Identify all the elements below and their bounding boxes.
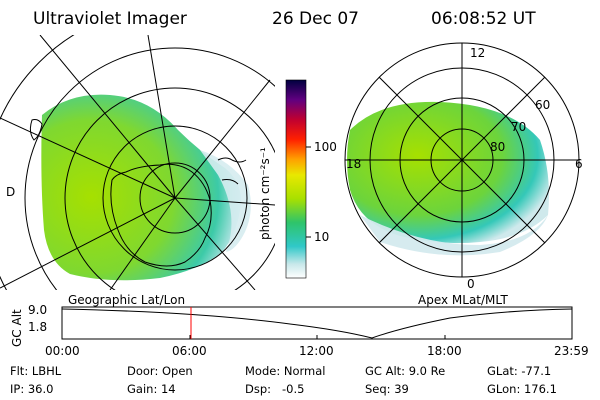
- mlt-label-12: 12: [470, 46, 486, 60]
- left-aurora-fringe: [200, 150, 251, 252]
- mlt-label-18: 18: [346, 157, 362, 171]
- observation-time: 06:08:52 UT: [431, 9, 536, 29]
- altitude-ytick-bottom: 1.8: [28, 320, 48, 334]
- lat-label-80: 80: [490, 140, 506, 154]
- altitude-xtick: 18:00: [427, 344, 462, 358]
- status-seq: Seq: 39: [365, 382, 409, 396]
- right-aurora-image: [347, 101, 549, 244]
- right-map-caption: Apex MLat/MLT: [418, 293, 508, 307]
- status-dsp: Dsp: -0.5: [245, 382, 305, 396]
- altitude-plot: [61, 306, 573, 340]
- status-filter: Flt: LBHL: [10, 364, 62, 378]
- longitude-lines: [0, 35, 275, 290]
- colorbar-tick-10: 10: [314, 230, 330, 244]
- latitude-circles: [0, 35, 275, 290]
- status-mode: Mode: Normal: [245, 364, 326, 378]
- status-ip: IP: 36.0: [10, 382, 54, 396]
- magnetic-map: [344, 42, 580, 278]
- mlt-label-6: 6: [575, 157, 583, 171]
- coastline: [110, 163, 212, 267]
- right-aurora-fringe: [360, 215, 548, 256]
- altitude-xtick: 23:59: [554, 344, 589, 358]
- lat-label-60: 60: [535, 98, 551, 112]
- altitude-xtick: 06:00: [172, 344, 207, 358]
- status-gain: Gain: 14: [127, 382, 176, 396]
- left-map-caption: Geographic Lat/Lon: [68, 293, 186, 307]
- altitude-ylabel: GC Alt: [10, 309, 24, 347]
- status-glon: GLon: 176.1: [487, 382, 557, 396]
- coastline-islands-right: [217, 157, 247, 185]
- status-door: Door: Open: [127, 364, 193, 378]
- geographic-map: [0, 35, 275, 290]
- altitude-curve: [61, 308, 573, 339]
- altitude-xtick: 12:00: [299, 344, 334, 358]
- colorbar-unit-label: photon cm⁻²s⁻¹: [258, 147, 272, 240]
- instrument-title: Ultraviolet Imager: [33, 9, 187, 29]
- colorbar-tick-100: 100: [314, 140, 337, 154]
- altitude-ytick-top: 9.0: [28, 303, 48, 317]
- left-map-edge-mark: D: [6, 185, 16, 199]
- colorbar: [285, 79, 307, 279]
- lat-label-70: 70: [511, 120, 527, 134]
- altitude-xtick: 00:00: [45, 344, 80, 358]
- mlt-label-0: 0: [467, 277, 475, 291]
- status-glat: GLat: -77.1: [487, 364, 552, 378]
- observation-date: 26 Dec 07: [272, 9, 359, 29]
- status-gc-alt: GC Alt: 9.0 Re: [365, 364, 446, 378]
